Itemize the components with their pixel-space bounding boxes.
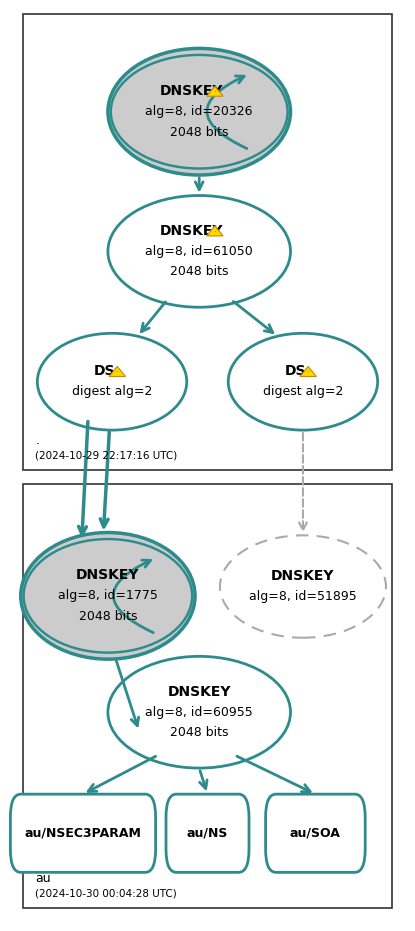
Bar xyxy=(23,14,392,470)
Text: digest alg=2: digest alg=2 xyxy=(263,385,343,398)
Polygon shape xyxy=(109,367,125,376)
Text: (2024-10-30 00:04:28 UTC): (2024-10-30 00:04:28 UTC) xyxy=(35,888,177,898)
Text: DNSKEY: DNSKEY xyxy=(271,569,335,584)
Polygon shape xyxy=(300,367,316,376)
Ellipse shape xyxy=(108,196,290,307)
Ellipse shape xyxy=(108,48,290,175)
Text: alg=8, id=51895: alg=8, id=51895 xyxy=(249,590,357,603)
Text: DS: DS xyxy=(285,364,306,379)
Text: alg=8, id=61050: alg=8, id=61050 xyxy=(145,245,253,258)
Ellipse shape xyxy=(228,333,378,430)
Text: DNSKEY: DNSKEY xyxy=(160,84,224,99)
Text: digest alg=2: digest alg=2 xyxy=(72,385,152,398)
Polygon shape xyxy=(207,226,223,236)
Text: DNSKEY: DNSKEY xyxy=(167,684,231,699)
Text: 2048 bits: 2048 bits xyxy=(170,126,228,139)
Text: 2048 bits: 2048 bits xyxy=(170,726,228,739)
Text: alg=8, id=60955: alg=8, id=60955 xyxy=(145,706,253,719)
Bar xyxy=(23,484,392,908)
FancyBboxPatch shape xyxy=(266,794,365,872)
Text: alg=8, id=1775: alg=8, id=1775 xyxy=(58,589,158,602)
Text: 2048 bits: 2048 bits xyxy=(170,265,228,278)
Text: au: au xyxy=(35,871,51,884)
Text: DNSKEY: DNSKEY xyxy=(76,568,140,583)
Text: DNSKEY: DNSKEY xyxy=(160,223,224,238)
Text: !: ! xyxy=(308,371,309,372)
Ellipse shape xyxy=(108,656,290,768)
Text: au/SOA: au/SOA xyxy=(290,827,341,840)
Text: !: ! xyxy=(117,371,118,372)
Polygon shape xyxy=(207,87,223,96)
Ellipse shape xyxy=(21,533,195,659)
Text: alg=8, id=20326: alg=8, id=20326 xyxy=(145,105,253,118)
Ellipse shape xyxy=(37,333,187,430)
FancyBboxPatch shape xyxy=(166,794,249,872)
Text: (2024-10-29 22:17:16 UTC): (2024-10-29 22:17:16 UTC) xyxy=(35,451,178,461)
FancyBboxPatch shape xyxy=(10,794,156,872)
Text: DS: DS xyxy=(94,364,115,379)
Text: au/NSEC3PARAM: au/NSEC3PARAM xyxy=(24,827,142,840)
Text: au/NS: au/NS xyxy=(187,827,228,840)
Text: 2048 bits: 2048 bits xyxy=(79,610,137,623)
Ellipse shape xyxy=(220,535,386,638)
Text: .: . xyxy=(35,434,39,447)
